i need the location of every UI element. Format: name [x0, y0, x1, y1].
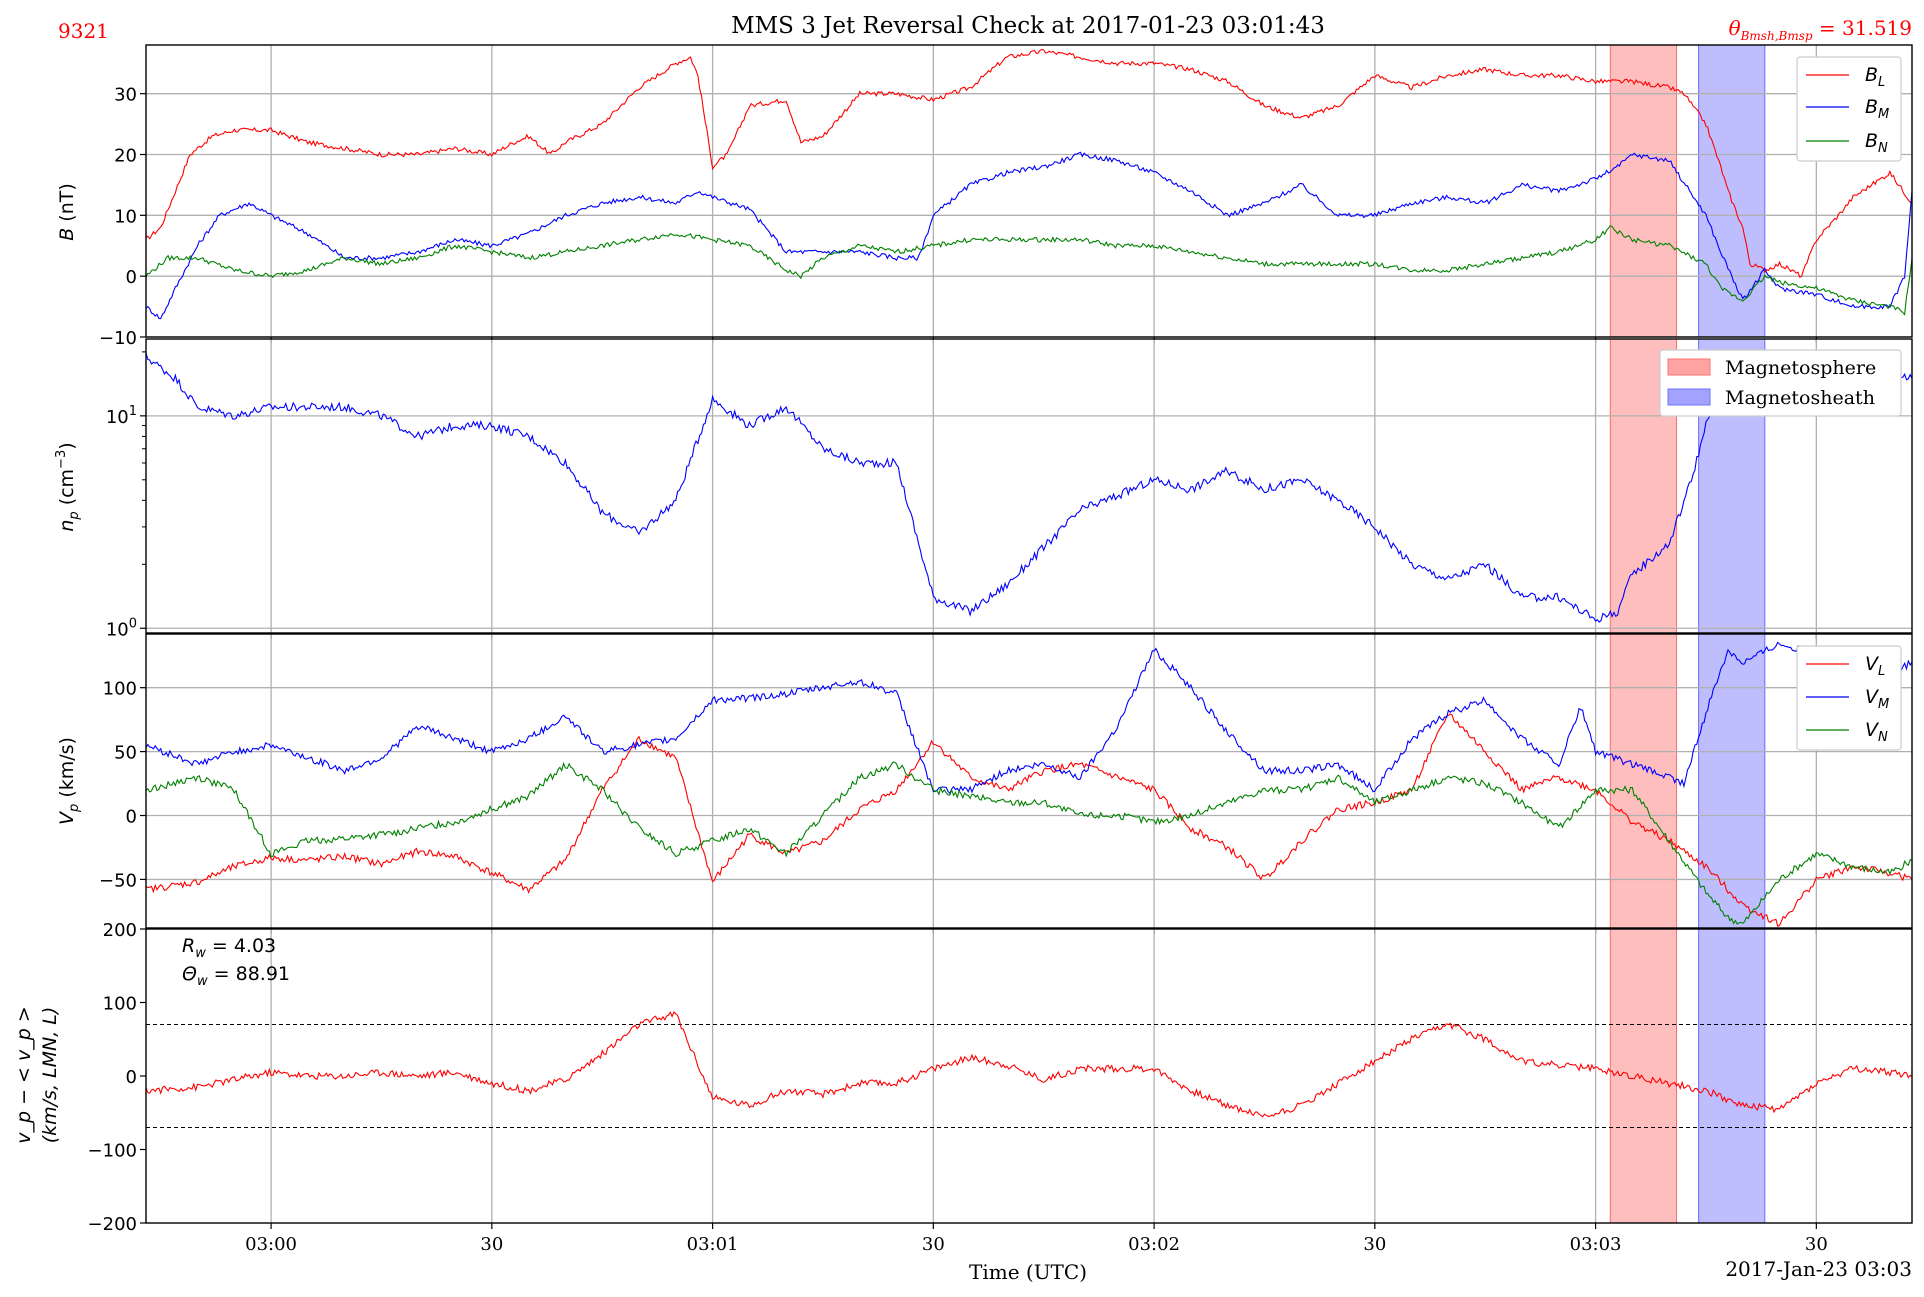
xtick-label-7: 30	[1805, 1234, 1828, 1255]
xtick-label-4: 03:02	[1128, 1234, 1180, 1255]
theta-subscript: Bmsh,Bmsp	[1740, 29, 1813, 43]
ylabel-np: np (cm−3)	[54, 442, 82, 531]
panel-np: 101 100	[106, 338, 1913, 640]
legend-v: VL VM VN	[1796, 645, 1902, 751]
ytick-label-2: 0	[126, 807, 137, 828]
xtick-label-6: 03:03	[1570, 1234, 1622, 1255]
series-v-n-line	[145, 761, 1913, 925]
axes-frame-np	[145, 338, 1913, 634]
span-magnetosheath-V	[1698, 633, 1766, 929]
legend-magnetosheath-swatch	[1667, 388, 1711, 406]
panel-dv: 200 100 0 −100 −200 03:00 30 03:01 30 03:02 30 03:0…	[88, 920, 1913, 1255]
xtick-label-3: 30	[922, 1234, 945, 1255]
id-label: 9321	[58, 19, 109, 43]
legend-b: BL BM BN	[1796, 56, 1902, 162]
ytick-label-1: 50	[114, 743, 137, 764]
xlabel: Time (UTC)	[969, 1260, 1087, 1284]
ytick-label-1: 100	[103, 994, 137, 1015]
span-magnetosphere-dV	[1609, 928, 1678, 1224]
ylabel-dv-2: (km/s, LMN, L)	[39, 1007, 61, 1144]
ytick-label-2: 0	[126, 1067, 137, 1088]
ytick-label-3: 0	[126, 267, 137, 288]
ytick-label-0: 200	[103, 920, 137, 941]
ytick-label-0: 100	[103, 679, 137, 700]
ylabel-dv-1: v_p − < v_p >	[13, 1006, 35, 1144]
span-magnetosheath-B	[1698, 44, 1766, 338]
legend-magnetosphere-swatch	[1667, 358, 1711, 376]
ytick-label-4: −200	[88, 1214, 137, 1235]
figure-title: MMS 3 Jet Reversal Check at 2017-01-23 0…	[731, 13, 1325, 39]
series-b-l-line	[145, 48, 1913, 278]
axes-frame-dV	[145, 928, 1913, 1224]
series-v-m-line	[145, 641, 1913, 795]
ylabel-b: B (nT)	[56, 183, 78, 241]
legend-regions: Magnetosphere Magnetosheath	[1659, 349, 1902, 417]
theta-label: θBmsh,Bmsp = 31.519	[1729, 16, 1912, 43]
ytick-label-0: 30	[114, 85, 137, 106]
span-magnetosphere-V	[1609, 633, 1678, 929]
ytick-label-0: 101	[106, 404, 137, 428]
xtick-label-2: 03:01	[687, 1234, 739, 1255]
date-label: 2017-Jan-23 03:03	[1725, 1257, 1912, 1281]
span-magnetosheath-dV	[1698, 928, 1766, 1224]
xtick-label-1: 30	[480, 1234, 503, 1255]
ylabel-v: Vp (km/s)	[56, 737, 82, 825]
xtick-label-5: 30	[1363, 1234, 1386, 1255]
axes-frame-B	[145, 44, 1913, 338]
theta-symbol: θ	[1729, 16, 1741, 40]
axes-frame-V	[145, 633, 1913, 929]
ytick-label-1: 100	[106, 616, 137, 640]
theta-value: = 31.519	[1813, 16, 1912, 40]
series-v-p-v-p--line	[145, 1011, 1913, 1118]
annotation-rw: Rw = 4.03	[182, 935, 276, 961]
panel-v: 100 50 0 −50	[99, 633, 1913, 934]
ytick-label-2: 10	[114, 206, 137, 227]
ytick-label-1: 20	[114, 146, 137, 167]
series-n-p-line	[145, 352, 1913, 623]
panel-b: 30 20 10 0 −10	[99, 44, 1913, 349]
xtick-label-0: 03:00	[245, 1234, 297, 1255]
ytick-label-3: −50	[99, 870, 137, 891]
ytick-label-4: −10	[99, 328, 137, 349]
span-magnetosphere-B	[1609, 44, 1678, 338]
series-b-m-line	[145, 151, 1913, 320]
legend-magnetosheath-label: Magnetosheath	[1725, 387, 1875, 409]
ytick-label-3: −100	[88, 1141, 137, 1162]
series-b-n-line	[145, 225, 1913, 316]
series-v-l-line	[145, 713, 1913, 927]
annotation-thetaw: Θw = 88.91	[182, 963, 290, 989]
legend-magnetosphere-label: Magnetosphere	[1725, 357, 1876, 379]
